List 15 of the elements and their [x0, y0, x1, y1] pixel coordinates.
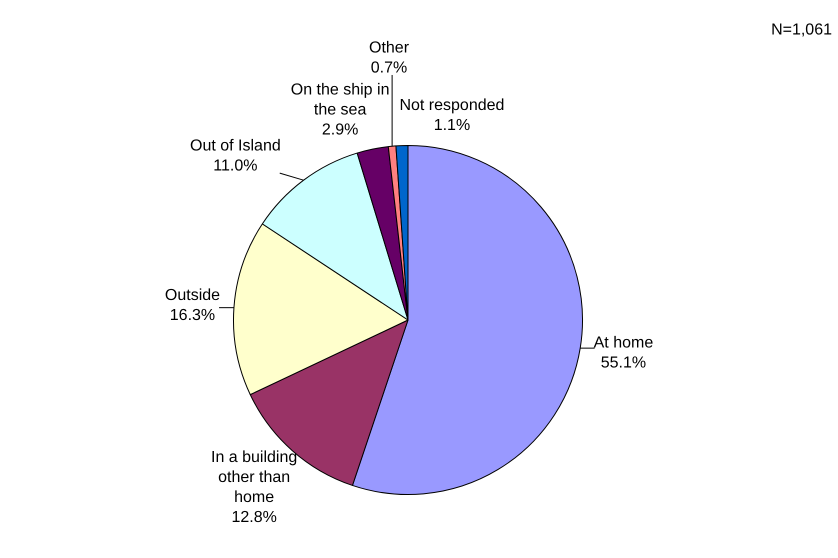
slice-label: Out of Island: [190, 138, 281, 155]
slice-label: At home: [594, 334, 654, 352]
data-label: 16.3%: [170, 306, 216, 324]
slice-label: Outside: [164, 286, 220, 304]
data-label: 55.1%: [600, 354, 646, 372]
slice-label: Not responded: [399, 97, 504, 114]
data-label: 11.0%: [213, 158, 258, 175]
data-label: 1.1%: [434, 117, 470, 134]
data-label: 2.9%: [322, 121, 358, 138]
text: N=1,061: [771, 21, 832, 38]
slice-label: In a building other than home: [210, 449, 298, 506]
data-label: 12.8%: [231, 509, 277, 526]
slice-label: On the ship in the sea: [290, 81, 390, 118]
slice-label: Other: [369, 39, 410, 56]
data-label: 0.7%: [370, 59, 408, 76]
